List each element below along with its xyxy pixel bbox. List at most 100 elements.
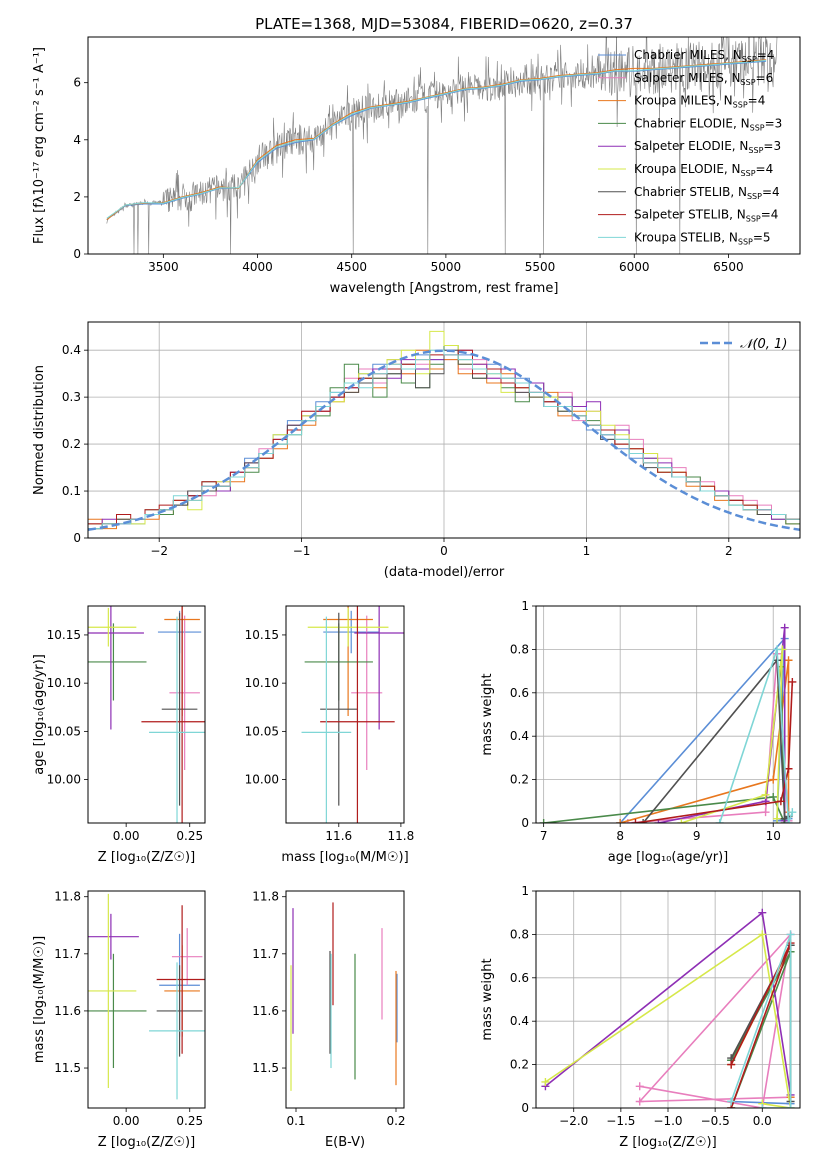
weight-marker	[758, 1104, 767, 1108]
mass-weight-vs-age-xtick-label: 9	[693, 829, 701, 843]
legend-entry-name: Chabrier ELODIE, N	[634, 116, 750, 130]
weight-marker	[761, 790, 770, 799]
weight-marker	[635, 1097, 644, 1106]
weight-marker	[769, 775, 778, 784]
age-vs-mass-frame	[285, 605, 405, 824]
mass-weight-vs-z-ytick-label: 0.4	[510, 1014, 529, 1028]
spectrum-xtick-label: 5000	[431, 260, 462, 274]
mass-vs-ebv-xtick-label: 0.1	[286, 1114, 305, 1128]
spectrum-model-line	[106, 59, 767, 221]
weight-marker	[677, 819, 686, 823]
residuals-xtick-label: 1	[583, 544, 591, 558]
weight-marker	[786, 1104, 795, 1108]
mass-vs-z-ytick-label: 11.5	[54, 1061, 81, 1075]
weight-marker	[773, 645, 782, 654]
mass-vs-ebv-ytick-label: 11.8	[252, 890, 279, 904]
legend-entry-nssp: =4	[761, 208, 779, 222]
mass-weight-vs-z-ytick-label: 1	[521, 884, 529, 898]
weight-marker	[727, 1060, 736, 1069]
mass-weight-vs-z-ytick-label: 0.8	[510, 927, 529, 941]
spectrum-xtick-label: 4500	[336, 260, 367, 274]
mass-vs-z-panel: 0.00 0.25 11.5 11.6 11.7 11.8 Z [log₁₀(Z/Z☉)] m…	[32, 890, 206, 1150]
mass-weight-vs-z-frame	[535, 890, 801, 1109]
age-vs-z-ytick-label: 10.15	[47, 628, 81, 642]
gaussian-curve	[88, 349, 800, 532]
legend-entry-name: Chabrier STELIB, N	[634, 185, 747, 199]
legend-entry-sub: SSP	[748, 146, 763, 155]
weight-marker	[635, 1082, 644, 1091]
legend-entry-sub: SSP	[741, 78, 756, 87]
age-vs-mass-xtick-label: 11.8	[388, 829, 415, 843]
weight-marker	[639, 819, 648, 823]
mass-vs-ebv-ytick-label: 11.7	[252, 947, 279, 961]
residuals-ytick-label: 0.2	[62, 437, 81, 451]
spectrum-ylabel: Flux [fλ10⁻¹⁷ erg cm⁻² s⁻¹ A⁻¹]	[32, 47, 47, 244]
mass-weight-vs-z-xtick-label: −1.5	[606, 1114, 635, 1128]
mass-vs-z-ylabel: mass [log₁₀(M/M☉)]	[32, 936, 47, 1063]
age-vs-z-xtick-label: 0.25	[176, 829, 203, 843]
spectrum-ytick-label: 4	[73, 133, 81, 147]
legend-entry: Chabrier ELODIE, NSSP=3	[634, 116, 782, 132]
legend-entry: Salpeter ELODIE, NSSP=3	[634, 139, 781, 155]
age-vs-z-plot-area	[88, 606, 205, 823]
age-vs-mass-plot-area	[301, 606, 404, 823]
legend-entry-name: Kroupa ELODIE, N	[634, 162, 741, 176]
residuals-xtick-label: 2	[725, 544, 733, 558]
weight-line	[543, 666, 786, 823]
residuals-ytick-label: 0	[73, 531, 81, 545]
spectrum-model-line	[106, 59, 767, 219]
legend-entry: Kroupa ELODIE, NSSP=4	[634, 162, 773, 178]
legend-entry-sub: SSP	[742, 55, 757, 64]
mass-vs-ebv-ytick-label: 11.5	[252, 1061, 279, 1075]
legend-entry-sub: SSP	[741, 169, 756, 178]
residuals-panel: −2 −1 0 1 2 0 0.1 0.2 0.3 0.4 (data-model)/error No…	[32, 321, 801, 580]
spectrum-panel: 3500 4000 4500 5000 5500 6000 6500 0 2 4 6 waveleng…	[32, 36, 801, 296]
spectrum-ytick-label: 0	[73, 247, 81, 261]
weight-line	[681, 649, 784, 823]
residuals-xtick-label: −1	[293, 544, 311, 558]
mass-weight-vs-age-ytick-label: 0.6	[510, 686, 529, 700]
figure-title: PLATE=1368, MJD=53084, FIBERID=0620, z=0…	[255, 15, 633, 33]
weight-marker	[776, 797, 785, 806]
legend-entry-nssp: =4	[757, 48, 775, 62]
mass-weight-vs-age-xlabel: age [log₁₀(age/yr)]	[608, 850, 729, 865]
mass-vs-ebv-plot-area	[290, 902, 398, 1091]
age-vs-mass-ytick-label: 10.10	[245, 676, 279, 690]
residuals-frame	[87, 321, 801, 539]
mass-weight-vs-z-panel: −2.0 −1.5 −1.0 −0.5 0.0 0 0.2 0.4 0.6 0.8 1 Z [log₁…	[480, 884, 801, 1150]
weight-marker	[784, 656, 793, 665]
legend-entry-name: Salpeter MILES, N	[634, 71, 741, 85]
spectrum-xtick-label: 3500	[148, 260, 179, 274]
weight-line	[642, 658, 789, 823]
residuals-xtick-label: −2	[150, 544, 168, 558]
age-vs-z-frame	[87, 605, 206, 824]
legend-entry-sub: SSP	[750, 123, 765, 132]
mass-weight-vs-z-xlabel: Z [log₁₀(Z/Z☉)]	[619, 1135, 716, 1150]
legend-entry-nssp: =6	[756, 71, 774, 85]
mass-weight-vs-z-ytick-label: 0	[521, 1101, 529, 1115]
weight-marker	[758, 908, 767, 917]
mass-weight-vs-age-ytick-label: 0.8	[510, 642, 529, 656]
mass-vs-ebv-xtick-label: 0.2	[386, 1114, 405, 1128]
spectrum-xlabel: wavelength [Angstrom, rest frame]	[330, 281, 559, 296]
mass-weight-vs-age-plot-area	[539, 623, 797, 823]
weight-marker	[715, 819, 724, 823]
mass-vs-ebv-frame	[285, 890, 405, 1109]
legend-entry: Kroupa MILES, NSSP=4	[634, 94, 765, 110]
legend-entry-sub: SSP	[746, 215, 761, 224]
legend-entry-name: Salpeter STELIB, N	[634, 208, 746, 222]
mass-weight-vs-z-ylabel: mass weight	[480, 958, 495, 1040]
mass-vs-z-ytick-label: 11.6	[54, 1004, 81, 1018]
weight-marker	[769, 792, 778, 801]
age-vs-mass-ytick-label: 10.05	[245, 724, 279, 738]
weight-marker	[761, 808, 770, 817]
weight-marker	[773, 814, 782, 823]
spectrum-frame	[87, 36, 801, 255]
age-vs-mass-ytick-label: 10.15	[245, 628, 279, 642]
residuals-ytick-label: 0.3	[62, 390, 81, 404]
weight-marker	[758, 930, 767, 939]
legend-entry-nssp: =4	[756, 162, 774, 176]
residuals-legend: 𝒩(0, 1)	[700, 337, 787, 352]
age-vs-z-ytick-label: 10.05	[47, 724, 81, 738]
